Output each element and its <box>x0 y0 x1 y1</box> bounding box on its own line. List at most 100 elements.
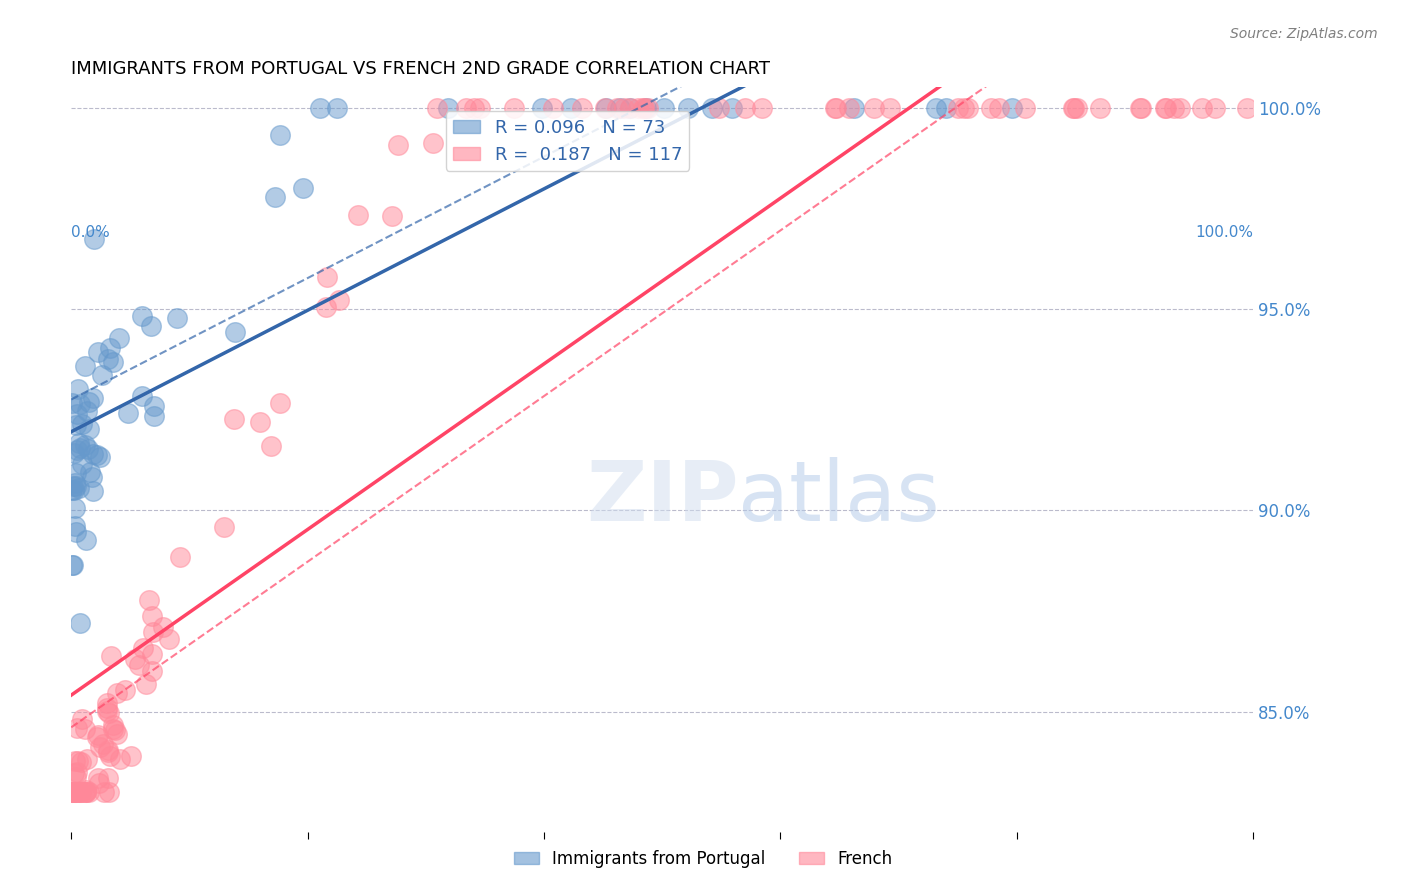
Point <box>633 101 655 115</box>
Point <box>637 101 659 115</box>
Point <box>82 469 104 483</box>
Point <box>751 101 773 115</box>
Point <box>63 785 86 799</box>
Point <box>66 722 89 736</box>
Text: atlas: atlas <box>738 457 941 538</box>
Point <box>87 345 110 359</box>
Point <box>62 785 84 799</box>
Point <box>65 417 87 432</box>
Point <box>824 101 846 115</box>
Point <box>309 101 332 115</box>
Point <box>97 771 120 785</box>
Point <box>1154 101 1177 115</box>
Point <box>96 701 118 715</box>
Point <box>844 101 866 115</box>
Point <box>89 739 111 754</box>
Point <box>117 406 139 420</box>
Point <box>437 101 460 115</box>
Point <box>98 706 121 721</box>
Point <box>619 101 641 115</box>
Point <box>65 407 87 421</box>
Point <box>138 593 160 607</box>
Point <box>263 190 285 204</box>
Point <box>67 481 90 495</box>
Point <box>63 785 86 799</box>
Point <box>69 397 91 411</box>
Point <box>103 355 125 369</box>
Point <box>426 101 449 115</box>
Point <box>62 446 84 460</box>
Point <box>83 232 105 246</box>
Point <box>734 101 756 115</box>
Point <box>152 620 174 634</box>
Point <box>87 728 110 742</box>
Point <box>269 128 291 142</box>
Point <box>70 712 93 726</box>
Point <box>75 785 97 799</box>
Point <box>63 766 86 780</box>
Point <box>606 101 628 115</box>
Point <box>89 450 111 465</box>
Point <box>93 785 115 799</box>
Text: 0.0%: 0.0% <box>72 226 110 240</box>
Point <box>879 101 901 115</box>
Point <box>104 723 127 738</box>
Point <box>328 293 350 307</box>
Point <box>593 101 616 115</box>
Point <box>292 181 315 195</box>
Point <box>142 624 165 639</box>
Point <box>76 752 98 766</box>
Point <box>69 785 91 799</box>
Point <box>97 743 120 757</box>
Point <box>97 351 120 366</box>
Point <box>381 210 404 224</box>
Point <box>91 368 114 383</box>
Point <box>97 785 120 799</box>
Point <box>721 101 744 115</box>
Point <box>62 396 84 410</box>
Point <box>65 467 87 481</box>
Point <box>62 785 84 799</box>
Point <box>73 785 96 799</box>
Point <box>65 785 87 799</box>
Point <box>1170 101 1192 115</box>
Point <box>75 533 97 548</box>
Point <box>73 359 96 373</box>
Point <box>86 448 108 462</box>
Point <box>100 648 122 663</box>
Point <box>863 101 886 115</box>
Point <box>541 101 564 115</box>
Text: ZIP: ZIP <box>586 457 738 538</box>
Point <box>838 101 860 115</box>
Point <box>65 770 87 784</box>
Point <box>260 439 283 453</box>
Point <box>463 101 485 115</box>
Point <box>1129 101 1152 115</box>
Point <box>169 550 191 565</box>
Point <box>249 415 271 429</box>
Point <box>139 319 162 334</box>
Point <box>82 483 104 498</box>
Point <box>77 422 100 436</box>
Point <box>77 785 100 799</box>
Point <box>1062 101 1084 115</box>
Point <box>1129 101 1152 115</box>
Point <box>1191 101 1213 115</box>
Legend: Immigrants from Portugal, French: Immigrants from Portugal, French <box>508 844 898 875</box>
Point <box>75 785 97 799</box>
Point <box>141 665 163 679</box>
Point <box>105 727 128 741</box>
Point <box>73 438 96 452</box>
Text: 100.0%: 100.0% <box>1195 226 1253 240</box>
Point <box>135 676 157 690</box>
Point <box>571 101 593 115</box>
Point <box>69 616 91 631</box>
Point <box>72 417 94 432</box>
Point <box>62 479 84 493</box>
Point <box>454 101 477 115</box>
Point <box>1063 101 1085 115</box>
Point <box>108 752 131 766</box>
Point <box>82 391 104 405</box>
Point <box>626 101 648 115</box>
Point <box>67 382 90 396</box>
